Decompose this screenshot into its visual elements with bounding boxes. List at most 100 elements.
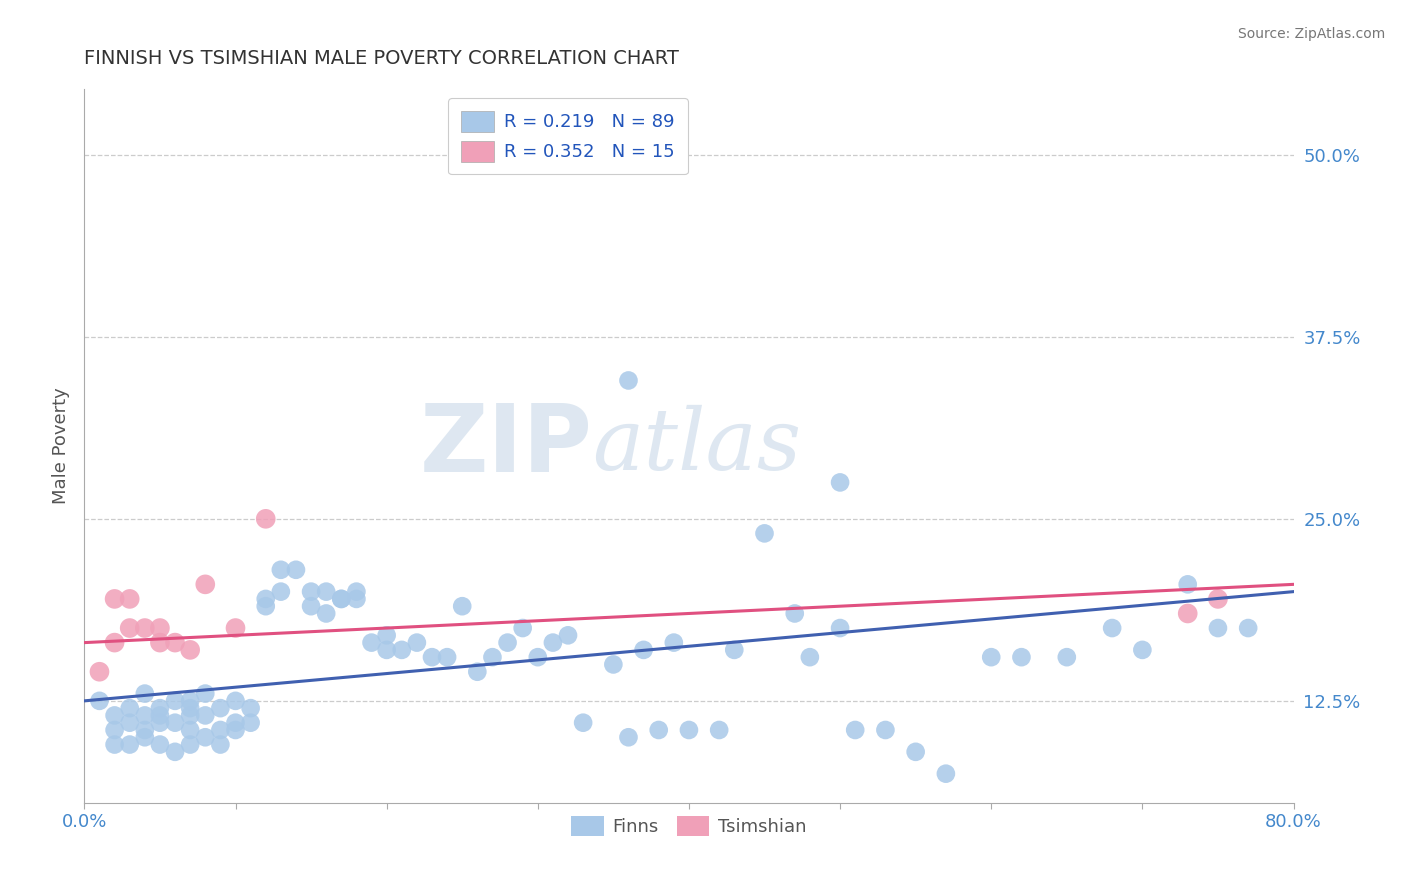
Point (467, 665, 489, 679)
Point (678, 723, 700, 737)
Point (209, 723, 232, 737)
Point (875, 723, 897, 737)
Legend: Finns, Tsimshian: Finns, Tsimshian (560, 805, 818, 847)
Point (254, 599, 277, 614)
Point (179, 701, 201, 715)
Point (541, 635, 564, 649)
Point (225, 715, 247, 730)
Point (285, 563, 308, 577)
Point (165, 635, 187, 649)
Point (572, 715, 595, 730)
Text: ZIP: ZIP (419, 400, 592, 492)
Point (406, 635, 429, 649)
Point (165, 715, 187, 730)
Point (104, 738, 127, 752)
Point (165, 694, 187, 708)
Point (844, 723, 866, 737)
Point (270, 584, 292, 599)
Point (134, 687, 156, 701)
Point (134, 731, 156, 745)
Point (118, 591, 141, 606)
Point (149, 738, 172, 752)
Point (617, 731, 640, 745)
Point (118, 701, 141, 715)
Text: Source: ZipAtlas.com: Source: ZipAtlas.com (1237, 27, 1385, 41)
Point (315, 584, 337, 599)
Point (104, 591, 127, 606)
Point (225, 694, 247, 708)
Point (149, 708, 172, 723)
Point (723, 643, 745, 657)
Point (420, 650, 443, 665)
Point (89, 665, 111, 679)
Point (512, 621, 534, 635)
Point (179, 694, 201, 708)
Point (1056, 650, 1078, 665)
Point (179, 643, 201, 657)
Point (179, 723, 201, 737)
Point (1177, 577, 1199, 591)
Point (149, 701, 172, 715)
Point (194, 731, 217, 745)
Point (436, 650, 458, 665)
Point (1206, 621, 1229, 635)
Point (602, 657, 624, 672)
Point (496, 635, 519, 649)
Point (194, 687, 217, 701)
Point (330, 591, 353, 606)
Point (1101, 621, 1123, 635)
Point (375, 628, 398, 642)
Point (360, 635, 382, 649)
Point (830, 621, 852, 635)
Point (194, 577, 217, 591)
Point (346, 584, 368, 599)
Point (149, 635, 172, 649)
Point (254, 591, 277, 606)
Point (239, 715, 262, 730)
Point (225, 723, 247, 737)
Point (1206, 591, 1229, 606)
Point (527, 650, 550, 665)
Point (648, 723, 671, 737)
Point (149, 621, 172, 635)
Point (935, 766, 957, 780)
Point (315, 607, 337, 621)
Point (104, 635, 127, 649)
Point (709, 723, 731, 737)
Text: FINNISH VS TSIMSHIAN MALE POVERTY CORRELATION CHART: FINNISH VS TSIMSHIAN MALE POVERTY CORREL… (84, 49, 679, 68)
Point (225, 621, 247, 635)
Point (1177, 607, 1199, 621)
Point (330, 591, 353, 606)
Point (481, 650, 503, 665)
Point (1237, 621, 1260, 635)
Point (980, 650, 1002, 665)
Point (209, 738, 232, 752)
Point (375, 643, 398, 657)
Point (118, 621, 141, 635)
Point (830, 475, 852, 490)
Point (118, 715, 141, 730)
Point (633, 643, 655, 657)
Point (904, 745, 927, 759)
Point (209, 701, 232, 715)
Point (254, 512, 277, 526)
Point (783, 607, 806, 621)
Point (270, 563, 292, 577)
Point (134, 621, 156, 635)
Point (194, 708, 217, 723)
Point (149, 715, 172, 730)
Point (299, 584, 322, 599)
Point (299, 599, 322, 614)
Point (1130, 643, 1153, 657)
Point (89, 694, 111, 708)
Point (239, 701, 262, 715)
Point (557, 628, 579, 642)
Point (799, 650, 821, 665)
Point (391, 643, 413, 657)
Point (104, 708, 127, 723)
Point (165, 745, 187, 759)
Point (346, 591, 368, 606)
Point (1011, 650, 1033, 665)
Point (617, 374, 640, 388)
Text: atlas: atlas (592, 405, 801, 487)
